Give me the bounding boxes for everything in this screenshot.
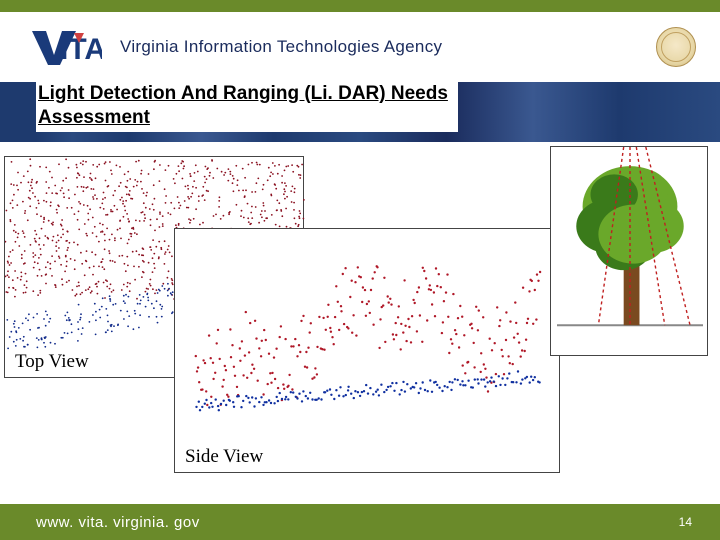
agency-name: Virginia Information Technologies Agency	[120, 37, 442, 57]
tree-lidar-diagram	[551, 147, 709, 357]
header: ITA Virginia Information Technologies Ag…	[0, 12, 720, 82]
state-seal-icon	[656, 27, 696, 67]
footer-url: www. vita. virginia. gov	[36, 514, 200, 531]
footer: www. vita. virginia. gov 14	[0, 504, 720, 540]
side-view-label: Side View	[181, 446, 267, 468]
title-line1: Light Detection And Ranging (Li. DAR) Ne…	[38, 83, 448, 104]
panel-side-view: Side View	[174, 228, 560, 473]
slide-title: Light Detection And Ranging (Li. DAR) Ne…	[36, 78, 458, 132]
content-area: Top View Side View	[0, 142, 720, 502]
top-view-label: Top View	[11, 351, 93, 373]
top-bar	[0, 0, 720, 12]
page-number: 14	[679, 515, 692, 529]
side-view-scatter	[175, 229, 561, 445]
vita-logo-icon: ITA	[30, 27, 102, 67]
logo: ITA	[30, 27, 102, 67]
panel-tree-diagram	[550, 146, 708, 356]
title-line2: Assessment	[38, 107, 150, 128]
title-band: Light Detection And Ranging (Li. DAR) Ne…	[0, 82, 720, 142]
